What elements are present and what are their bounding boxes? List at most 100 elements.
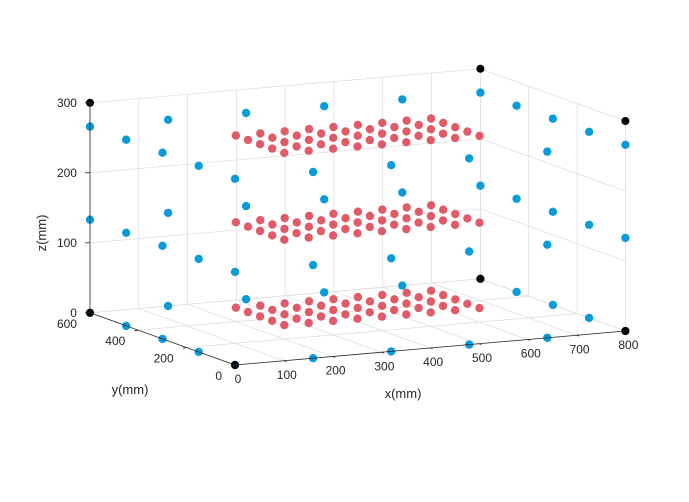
inner-point	[377, 129, 387, 138]
inner-point	[353, 207, 363, 216]
outer-point	[621, 233, 630, 243]
inner-point	[328, 144, 338, 153]
z-tick-label: 100	[57, 236, 77, 250]
ticks-layer: 0 100 200 300 400 500 600 700 800020040060001002…	[57, 96, 639, 386]
inner-point	[402, 214, 411, 223]
inner-point	[328, 231, 338, 240]
inner-point	[426, 201, 436, 210]
z-tick-label: 300	[57, 96, 77, 110]
inner-point	[378, 290, 387, 300]
inner-point	[255, 226, 265, 236]
inner-point	[378, 118, 387, 128]
outer-point	[308, 260, 318, 270]
inner-point	[256, 216, 265, 225]
inner-point	[231, 303, 241, 312]
inner-point	[231, 218, 241, 227]
inner-point	[475, 303, 484, 313]
inner-point	[268, 231, 277, 240]
inner-point	[365, 211, 375, 221]
outer-point	[194, 254, 203, 264]
inner-point	[390, 209, 399, 219]
x-tick-mark	[381, 351, 384, 354]
outer-point	[241, 108, 251, 118]
inner-point	[316, 226, 326, 236]
outer-point	[584, 220, 594, 229]
inner-point	[390, 220, 399, 229]
inner-point	[365, 125, 375, 134]
inner-point	[317, 216, 326, 225]
inner-point	[414, 218, 423, 227]
outer-point	[476, 181, 485, 190]
inner-point	[280, 320, 289, 330]
inner-point	[426, 297, 436, 306]
outer-point	[398, 188, 407, 197]
inner-point	[450, 306, 460, 315]
inner-point	[450, 133, 460, 143]
inner-point	[365, 297, 375, 306]
x-tick-label: 0	[235, 372, 242, 386]
inner-point	[329, 122, 338, 132]
x-tick-label: 800	[618, 338, 638, 352]
inner-point	[292, 218, 301, 227]
inner-point	[243, 135, 253, 145]
inner-point	[280, 213, 289, 223]
y-axis-line	[89, 312, 236, 366]
outer-point	[163, 208, 173, 218]
side-wall-grid-line	[480, 68, 626, 122]
x-tick-label: 700	[570, 342, 590, 356]
inner-point	[292, 131, 301, 140]
back-wall-grid-line	[89, 68, 481, 104]
inner-point	[329, 305, 338, 315]
inner-point	[292, 314, 301, 323]
inner-point	[463, 299, 472, 308]
x-tick-mark	[234, 364, 238, 367]
outer-point	[320, 288, 329, 297]
inner-point	[304, 318, 313, 328]
inner-point	[475, 131, 484, 141]
inner-point	[377, 301, 387, 310]
x-tick-mark	[527, 339, 531, 341]
inner-point	[304, 124, 314, 134]
outer-point	[512, 194, 521, 203]
inner-point	[414, 207, 423, 216]
inner-point	[426, 211, 436, 221]
inner-point	[463, 214, 472, 223]
inner-point	[402, 224, 411, 234]
inner-point	[243, 307, 253, 317]
inner-point	[450, 220, 460, 229]
outer-point	[543, 240, 552, 249]
corner-point	[621, 117, 630, 125]
inner-point	[231, 131, 241, 140]
inner-point	[341, 127, 350, 136]
inner-point	[268, 144, 277, 153]
inner-point	[280, 148, 289, 158]
inner-point	[426, 222, 435, 232]
inner-point	[402, 127, 411, 136]
z-tick-label: 200	[57, 166, 77, 180]
inner-point	[329, 209, 338, 218]
inner-point	[451, 295, 460, 304]
inner-point	[304, 307, 314, 317]
corner-point	[476, 274, 485, 283]
outer-point	[158, 241, 167, 250]
inner-point	[451, 209, 460, 219]
outer-point	[584, 127, 594, 136]
side-wall-grid-line	[480, 208, 626, 262]
inner-point	[439, 118, 448, 128]
inner-point	[304, 233, 313, 242]
inner-point	[402, 138, 411, 147]
inner-point	[390, 305, 399, 315]
x-tick-mark	[332, 356, 336, 358]
inner-point	[256, 129, 265, 138]
outer-point	[158, 148, 167, 157]
outer-point	[308, 167, 318, 177]
x-tick-label: 500	[472, 351, 492, 365]
y-tick-mark	[134, 329, 139, 332]
inner-point	[292, 142, 301, 151]
inner-point	[439, 205, 448, 214]
inner-point	[353, 218, 362, 227]
outer-point	[241, 201, 251, 211]
inner-point	[328, 316, 338, 326]
inner-point	[280, 224, 289, 234]
